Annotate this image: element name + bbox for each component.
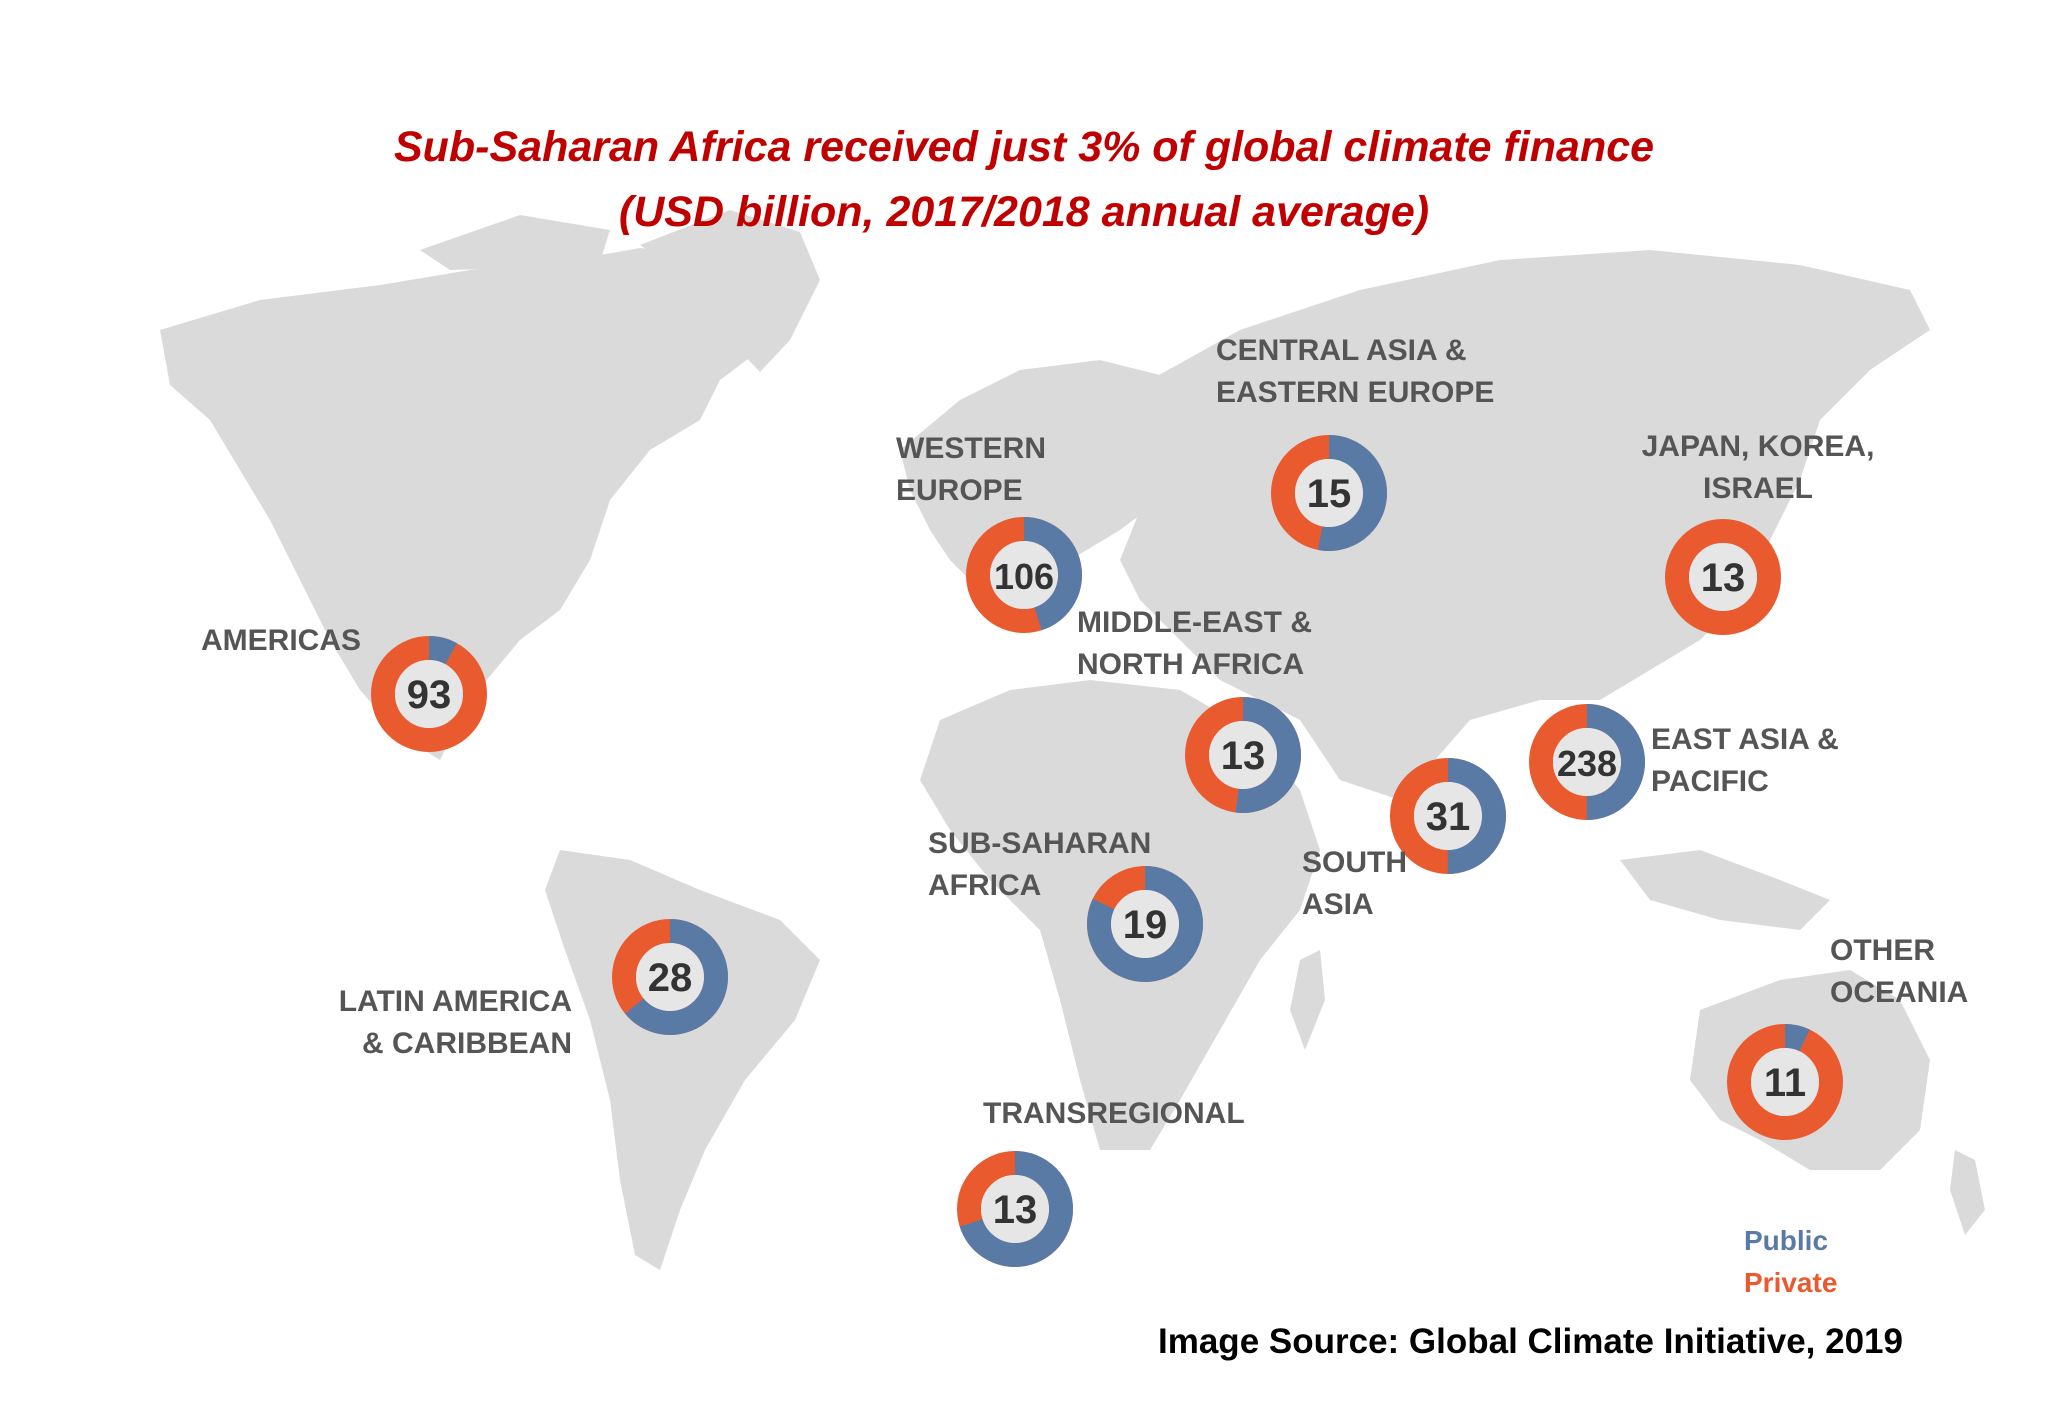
donut-latin-america: 28: [612, 919, 728, 1035]
region-label-east-asia: EAST ASIA & PACIFIC: [1651, 723, 1839, 798]
donut-public-segment: [1271, 435, 1387, 551]
donut-charts-layer: 93 28 106 15 13 13 238 31 19 13 11: [371, 435, 1843, 1267]
region-label-line: AMERICAS: [201, 624, 361, 657]
donut-center: [1689, 543, 1757, 611]
donut-public-segment: [1185, 697, 1301, 813]
region-label-central-asia: CENTRAL ASIA & EASTERN EUROPE: [1216, 334, 1494, 409]
region-label-line: WESTERN: [896, 432, 1046, 465]
legend: Public Private: [1744, 1225, 1837, 1298]
region-label-line: OCEANIA: [1830, 976, 1968, 1009]
region-label-line: LATIN AMERICA: [339, 985, 572, 1018]
donut-public-segment: [612, 919, 728, 1035]
region-label-line: SOUTH: [1302, 846, 1407, 879]
legend-public: Public: [1744, 1225, 1828, 1256]
donut-value: 19: [1123, 903, 1168, 947]
donut-center: [990, 541, 1058, 609]
region-label-line: EUROPE: [896, 474, 1023, 507]
donut-japan-korea: 13: [1665, 519, 1781, 635]
donut-public-segment: [1529, 704, 1645, 820]
south-america-shape: [545, 850, 820, 1270]
greenland-shape: [640, 210, 820, 372]
donut-other-oceania: 11: [1727, 1024, 1843, 1140]
donut-public-segment: [1390, 758, 1506, 874]
donut-value: 13: [993, 1188, 1038, 1232]
chart-title: Sub-Saharan Africa received just 3% of g…: [393, 123, 1655, 171]
region-label-south-asia: SOUTH ASIA: [1302, 846, 1407, 921]
arctic-islands-shape: [420, 215, 610, 270]
donut-center: [636, 943, 704, 1011]
donut-east-asia: 238: [1529, 704, 1645, 820]
donut-mena: 13: [1185, 697, 1301, 813]
donut-sub-saharan: 19: [1087, 866, 1203, 982]
region-label-mena: MIDDLE-EAST & NORTH AFRICA: [1077, 606, 1312, 681]
donut-value: 28: [648, 956, 693, 1000]
donut-center: [395, 660, 463, 728]
region-label-other-oceania: OTHER OCEANIA: [1830, 934, 1968, 1009]
donut-center: [1209, 721, 1277, 789]
region-label-line: & CARIBBEAN: [362, 1027, 572, 1060]
world-map-landmass: [160, 210, 1985, 1270]
donut-value: 15: [1307, 472, 1352, 516]
donut-value: 31: [1426, 795, 1471, 839]
donut-value: 93: [407, 673, 452, 717]
donut-south-asia: 31: [1390, 758, 1506, 874]
image-source-caption: Image Source: Global Climate Initiative,…: [1158, 1322, 1903, 1361]
donut-center: [1295, 459, 1363, 527]
donut-private-segment: [1665, 519, 1781, 635]
donut-value: 238: [1557, 743, 1617, 784]
region-label-line: MIDDLE-EAST &: [1077, 606, 1312, 639]
asia-shape: [1120, 250, 1930, 800]
donut-transregional: 13: [957, 1151, 1073, 1267]
region-label-sub-saharan: SUB-SAHARAN AFRICA: [928, 827, 1151, 902]
region-label-line: TRANSREGIONAL: [983, 1097, 1245, 1130]
donut-public-segment: [371, 636, 487, 752]
region-label-transregional: TRANSREGIONAL: [983, 1097, 1245, 1130]
region-label-americas: AMERICAS: [201, 624, 361, 657]
donut-public-segment: [1087, 866, 1203, 982]
donut-center: [1553, 728, 1621, 796]
region-label-western-europe: WESTERN EUROPE: [896, 432, 1046, 507]
region-label-line: NORTH AFRICA: [1077, 648, 1304, 681]
region-label-line: CENTRAL ASIA &: [1216, 334, 1467, 367]
region-label-latin-america: LATIN AMERICA & CARIBBEAN: [339, 985, 572, 1060]
region-label-line: SUB-SAHARAN: [928, 827, 1151, 860]
donut-value: 13: [1701, 556, 1746, 600]
region-labels-layer: AMERICAS LATIN AMERICA & CARIBBEAN WESTERN E…: [201, 334, 1968, 1130]
region-label-line: JAPAN, KOREA,: [1642, 430, 1875, 463]
region-label-line: PACIFIC: [1651, 765, 1769, 798]
region-label-line: EASTERN EUROPE: [1216, 376, 1494, 409]
new-zealand-shape: [1950, 1150, 1985, 1235]
donut-value: 13: [1221, 734, 1266, 778]
donut-center: [1414, 782, 1482, 850]
southeast-asia-islands-shape: [1620, 850, 1830, 930]
donut-value: 11: [1764, 1061, 1806, 1105]
region-label-line: OTHER: [1830, 934, 1935, 967]
region-label-line: ISRAEL: [1703, 472, 1813, 505]
donut-public-segment: [1727, 1024, 1843, 1140]
region-label-line: AFRICA: [928, 869, 1041, 902]
donut-americas: 93: [371, 636, 487, 752]
donut-public-segment: [966, 517, 1082, 633]
donut-central-asia: 15: [1271, 435, 1387, 551]
donut-public-segment: [957, 1151, 1073, 1267]
region-label-line: EAST ASIA &: [1651, 723, 1839, 756]
north-america-shape: [160, 248, 780, 760]
legend-private: Private: [1744, 1267, 1837, 1298]
region-label-line: ASIA: [1302, 888, 1374, 921]
donut-center: [1111, 890, 1179, 958]
donut-center: [981, 1175, 1049, 1243]
donut-western-europe: 106: [966, 517, 1082, 633]
chart-subtitle: (USD billion, 2017/2018 annual average): [618, 188, 1430, 236]
madagascar-shape: [1290, 950, 1325, 1050]
donut-value: 106: [994, 556, 1054, 597]
region-label-japan-korea: JAPAN, KOREA, ISRAEL: [1642, 430, 1875, 505]
donut-center: [1751, 1048, 1819, 1116]
